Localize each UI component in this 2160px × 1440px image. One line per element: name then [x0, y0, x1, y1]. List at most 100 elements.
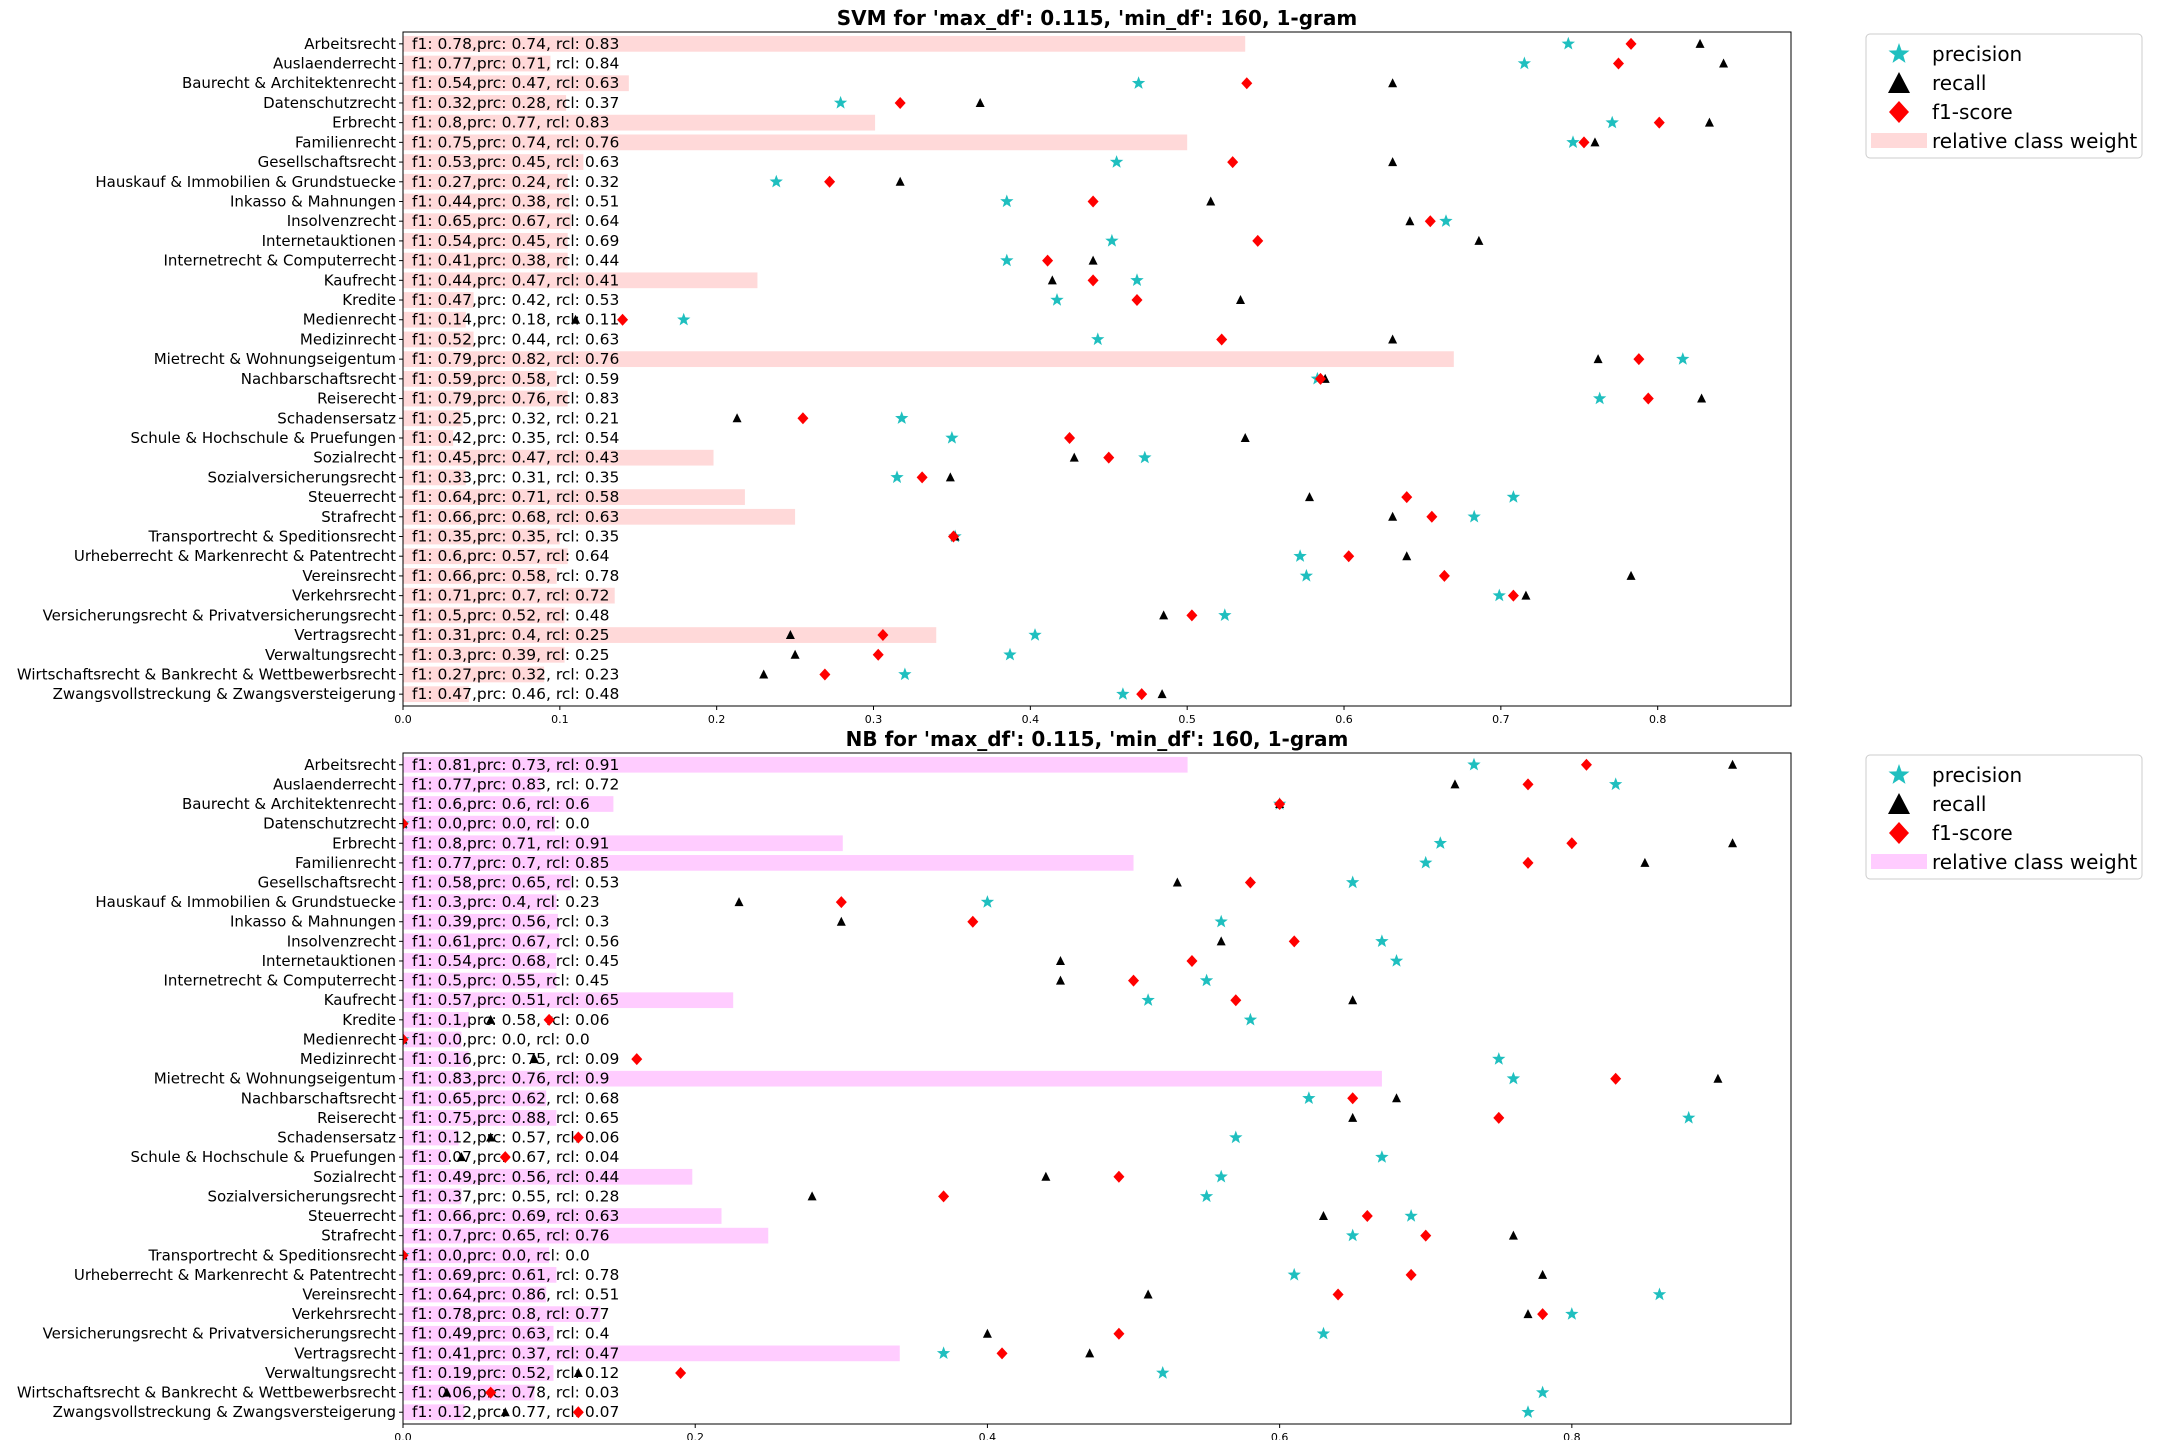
precision-point [1375, 934, 1389, 947]
legend-f1-icon [1889, 822, 1909, 844]
f1-point [403, 1249, 409, 1262]
class-weight-bar [403, 1051, 469, 1067]
metric-label: f1: 0.0,prc: 0.0, rcl: 0.0 [412, 815, 590, 833]
class-weight-bar [403, 627, 937, 643]
legend-entry: relative class weight [1932, 129, 2137, 153]
precision-point [1565, 1307, 1579, 1320]
metric-label: f1: 0.54,prc: 0.47, rcl: 0.63 [412, 74, 619, 92]
f1-point [485, 1386, 497, 1399]
precision-point [1316, 1326, 1331, 1340]
f1-point [1653, 116, 1665, 129]
class-weight-bar [403, 1110, 557, 1126]
metric-label: f1: 0.41,prc: 0.38, rcl: 0.44 [412, 252, 619, 270]
class-weight-bar [403, 1325, 554, 1342]
x-tick-label: 0.8 [1563, 1431, 1581, 1440]
class-weight-bar [403, 1227, 769, 1244]
category-label: Internetauktionen [262, 232, 396, 250]
metric-label: f1: 0.65,prc: 0.67, rcl: 0.64 [412, 212, 619, 230]
precision-point [1676, 352, 1690, 365]
class-weight-bar [403, 469, 466, 486]
recall-point [1713, 1073, 1723, 1083]
recall-point [1388, 334, 1398, 344]
category-label: Kredite [342, 291, 396, 309]
plot-frame [402, 31, 1792, 707]
metric-label: f1: 0.27,prc: 0.24, rcl: 0.32 [412, 173, 619, 191]
f1-point [894, 96, 906, 109]
metric-label: f1: 0.8,prc: 0.77, rcl: 0.83 [412, 114, 609, 132]
category-label: Wirtschaftsrecht & Bankrecht & Wettbewer… [17, 1384, 396, 1402]
precision-point [1521, 1405, 1535, 1418]
class-weight-bar [403, 666, 545, 683]
precision-point [1346, 1228, 1360, 1242]
category-label: Familienrecht [295, 133, 396, 151]
precision-point [1652, 1287, 1667, 1301]
metric-label: f1: 0.83,prc: 0.76, rcl: 0.9 [412, 1070, 609, 1088]
class-weight-bar [403, 370, 557, 387]
category-label: Versicherungsrecht & Privatversicherungs… [43, 1325, 397, 1343]
recall-point [1728, 759, 1738, 769]
class-weight-bar [403, 154, 584, 170]
precision-point [1492, 588, 1506, 602]
category-label: Vertragsrecht [294, 1344, 396, 1362]
recall-point [1055, 955, 1065, 965]
category-label: Steuerrecht [308, 488, 396, 506]
recall-point [1318, 1211, 1328, 1221]
precision-point [1293, 549, 1307, 562]
precision-point [1105, 233, 1119, 247]
legend-entry: recall [1932, 792, 1986, 816]
f1-point [1064, 431, 1076, 444]
precision-point [1517, 56, 1531, 70]
category-label: Medizinrecht [300, 1050, 396, 1068]
class-weight-bar [403, 508, 796, 525]
category-label: Kaufrecht [324, 271, 396, 289]
category-label: Strafrecht [321, 1227, 396, 1245]
marker-layer [571, 36, 1729, 701]
class-weight-bar [403, 311, 466, 328]
metric-label: f1: 0.61,prc: 0.67, rcl: 0.56 [412, 932, 619, 950]
category-label: Sozialrecht [313, 449, 396, 467]
f1-point [967, 915, 979, 928]
chart-panel-nb: NB for 'max_df': 0.115, 'min_df': 160, 1… [17, 727, 2143, 1440]
class-weight-bar [403, 213, 571, 230]
f1-point [1230, 994, 1242, 1007]
f1-point [1642, 392, 1654, 405]
legend: precision recall f1-score relative class we… [1865, 754, 2143, 880]
metric-label: f1: 0.81,prc: 0.73, rcl: 0.91 [412, 756, 619, 774]
category-label: Gesellschaftsrecht [258, 153, 397, 171]
metric-label: f1: 0.69,prc: 0.61, rcl: 0.78 [412, 1266, 619, 1284]
metric-label: f1: 0.66,prc: 0.68, rcl: 0.63 [412, 508, 619, 526]
recall-point [1523, 1309, 1533, 1319]
metric-label: f1: 0.39,prc: 0.56, rcl: 0.3 [412, 913, 609, 931]
recall-point [759, 669, 769, 679]
f1-point [1131, 294, 1143, 307]
x-tick-label: 0.4 [979, 1431, 997, 1440]
legend-recall-icon [1888, 72, 1910, 93]
recall-point [1206, 196, 1216, 206]
precision-point [1218, 608, 1232, 621]
recall-point [1590, 137, 1600, 147]
precision-point [677, 312, 691, 326]
precision-point [1404, 1209, 1418, 1222]
recall-point [807, 1191, 817, 1201]
category-label: Wirtschaftsrecht & Bankrecht & Wettbewer… [17, 665, 396, 683]
metric-label: f1: 0.58,prc: 0.65, rcl: 0.53 [412, 873, 619, 891]
x-tick-label: 0.1 [551, 713, 569, 726]
precision-point [1566, 135, 1580, 148]
class-weight-bar [403, 95, 567, 111]
category-label: Inkasso & Mahnungen [230, 192, 396, 210]
metric-label: f1: 0.27,prc: 0.32, rcl: 0.23 [412, 665, 619, 683]
category-label: Zwangsvollstreckung & Zwangsversteigerun… [53, 1403, 396, 1421]
plot-frame [402, 752, 1792, 1425]
f1-point [1042, 254, 1054, 267]
marker-layer [403, 757, 1738, 1419]
x-tick-label: 0.4 [1022, 713, 1040, 726]
precision-point [1109, 155, 1124, 168]
class-weight-bar [403, 587, 615, 604]
class-weight-bar [403, 1129, 459, 1146]
category-label: Urheberrecht & Markenrecht & Patentrecht [74, 547, 396, 565]
f1-point [1241, 77, 1253, 90]
f1-point [1537, 1308, 1549, 1321]
metric-label: f1: 0.77,prc: 0.71, rcl: 0.84 [412, 55, 619, 73]
category-label: Versicherungsrecht & Privatversicherungs… [43, 606, 397, 624]
recall-point [975, 97, 985, 107]
